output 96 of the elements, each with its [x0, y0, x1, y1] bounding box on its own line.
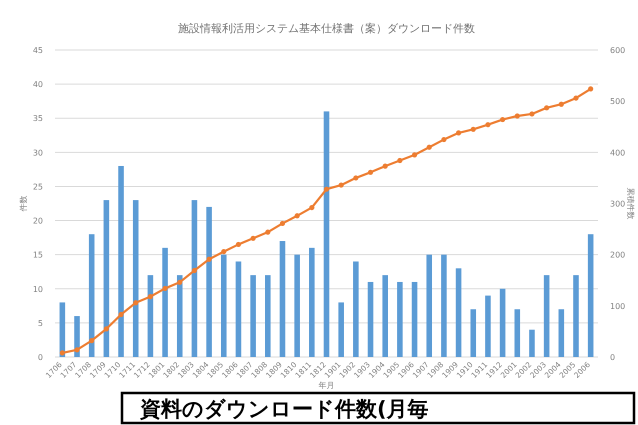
- point: [60, 350, 65, 356]
- y-tick-label: 35: [32, 114, 43, 124]
- y-tick-label: 15: [32, 250, 43, 260]
- bar: [324, 111, 330, 357]
- point: [221, 248, 226, 254]
- bar: [162, 248, 168, 357]
- point: [544, 105, 550, 110]
- y-tick-label: 20: [32, 216, 43, 226]
- point: [309, 204, 314, 210]
- bar: [236, 261, 242, 357]
- bar: [573, 275, 579, 357]
- bar: [206, 206, 212, 357]
- bar: [426, 254, 432, 357]
- point: [353, 175, 358, 181]
- bar: [60, 302, 66, 357]
- point: [382, 164, 388, 169]
- y-tick-label: 40: [32, 80, 43, 90]
- point: [177, 280, 182, 285]
- point: [236, 242, 242, 248]
- bar: [382, 275, 388, 357]
- point: [558, 102, 564, 107]
- x-axis-title: 年月: [318, 381, 334, 390]
- point: [206, 256, 212, 262]
- bar: [118, 166, 124, 357]
- point: [148, 294, 153, 300]
- point: [118, 312, 124, 318]
- point: [412, 152, 418, 158]
- point: [265, 230, 270, 235]
- bar: [176, 275, 183, 357]
- bar: [353, 261, 359, 357]
- bar: [280, 241, 286, 357]
- bar: [338, 302, 344, 357]
- bar: [368, 282, 374, 357]
- point: [500, 116, 506, 122]
- point: [368, 170, 374, 175]
- bar: [309, 248, 315, 357]
- point: [192, 268, 198, 274]
- y-tick-label: 25: [32, 182, 43, 192]
- y2-tick-label: 600: [610, 46, 626, 55]
- point: [89, 338, 94, 344]
- bar: [265, 275, 271, 357]
- point: [573, 95, 579, 101]
- point: [104, 326, 109, 332]
- bar: [470, 309, 476, 357]
- bar: [500, 288, 506, 357]
- point: [485, 122, 491, 128]
- point: [250, 236, 256, 241]
- y2-tick-label: 100: [610, 302, 626, 311]
- bar: [412, 282, 418, 357]
- y2-tick-label: 500: [610, 97, 626, 106]
- bar: [132, 200, 139, 357]
- y-tick-label: 0: [38, 353, 43, 362]
- text: 資料のダウンロード件数(月毎: [139, 397, 429, 421]
- bar: [74, 316, 80, 357]
- y-axis-title: 件数: [19, 196, 28, 212]
- point: [162, 286, 168, 292]
- bar: [220, 254, 227, 357]
- bar: [588, 234, 594, 357]
- y2-axis-title: 累積件数: [626, 188, 635, 220]
- bar: [441, 254, 447, 357]
- bar: [397, 282, 403, 357]
- point: [280, 220, 286, 226]
- bar: [558, 309, 564, 357]
- point: [588, 86, 594, 92]
- y-tick-label: 30: [32, 148, 43, 158]
- bar: [104, 200, 110, 357]
- point: [470, 126, 476, 132]
- bar: [148, 275, 154, 357]
- point: [426, 144, 432, 150]
- y-tick-label: 45: [32, 46, 43, 55]
- y2-tick-label: 300: [610, 200, 626, 208]
- y2-tick-label: 0: [610, 353, 616, 362]
- y-tick-label: 5: [38, 318, 43, 328]
- point: [324, 186, 330, 192]
- point: [514, 113, 520, 119]
- y-tick-label: 10: [32, 284, 43, 294]
- point: [441, 136, 447, 142]
- bar: [88, 234, 94, 357]
- y2-tick-label: 400: [610, 148, 626, 158]
- point: [74, 347, 80, 352]
- point: [529, 111, 535, 117]
- point: [338, 182, 344, 188]
- y2-tick-label: 200: [610, 250, 626, 260]
- bar: [250, 275, 256, 357]
- bar: [529, 330, 535, 357]
- bar: [514, 309, 520, 357]
- bar: [294, 254, 300, 357]
- bar: [192, 200, 198, 357]
- point: [397, 158, 402, 164]
- bar: [544, 275, 550, 357]
- point: [294, 213, 300, 218]
- point: [133, 300, 138, 306]
- bar: [485, 296, 491, 357]
- chart-title: 施設情報利活用システム基本仕様書（案）ダウンロード件数: [178, 22, 475, 35]
- bar: [456, 268, 462, 357]
- point: [456, 130, 462, 136]
